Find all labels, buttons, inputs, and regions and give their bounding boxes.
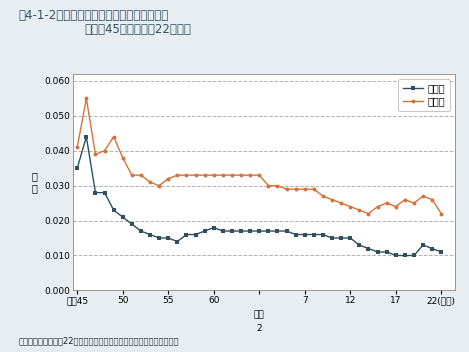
- 一般局: [93, 190, 98, 195]
- 自排局: [384, 201, 389, 205]
- 一般局: [184, 232, 189, 237]
- Text: 資料：環境省「平成22年度大気汚染状況について（報道発表資料）」: 資料：環境省「平成22年度大気汚染状況について（報道発表資料）」: [19, 336, 179, 345]
- 一般局: [220, 229, 226, 233]
- 一般局: [138, 229, 144, 233]
- 一般局: [156, 236, 162, 240]
- 一般局: [75, 166, 80, 170]
- 自排局: [265, 183, 271, 188]
- 自排局: [174, 173, 180, 177]
- 自排局: [247, 173, 253, 177]
- Text: （昭和45年度～平成22年度）: （昭和45年度～平成22年度）: [84, 23, 191, 36]
- 一般局: [102, 190, 107, 195]
- 一般局: [293, 232, 298, 237]
- 一般局: [439, 250, 444, 254]
- 自排局: [348, 205, 353, 209]
- 一般局: [393, 253, 399, 258]
- 自排局: [211, 173, 217, 177]
- 自排局: [393, 205, 399, 209]
- 自排局: [293, 187, 298, 191]
- 一般局: [111, 208, 116, 212]
- 自排局: [93, 152, 98, 156]
- 一般局: [338, 236, 344, 240]
- 自排局: [284, 187, 289, 191]
- 一般局: [265, 229, 271, 233]
- 一般局: [302, 232, 308, 237]
- 一般局: [211, 225, 217, 230]
- 自排局: [238, 173, 244, 177]
- Text: 平成: 平成: [254, 310, 265, 319]
- 一般局: [420, 243, 426, 247]
- 自排局: [257, 173, 262, 177]
- 自排局: [147, 180, 153, 184]
- 一般局: [193, 232, 198, 237]
- 自排局: [220, 173, 226, 177]
- 自排局: [156, 183, 162, 188]
- 一般局: [129, 222, 135, 226]
- 自排局: [202, 173, 207, 177]
- 自排局: [302, 187, 308, 191]
- 一般局: [284, 229, 289, 233]
- 自排局: [366, 212, 371, 216]
- 自排局: [311, 187, 317, 191]
- 自排局: [111, 135, 116, 139]
- 一般局: [166, 236, 171, 240]
- 一般局: [402, 253, 408, 258]
- 自排局: [229, 173, 235, 177]
- 自排局: [429, 197, 435, 202]
- 一般局: [320, 232, 326, 237]
- 自排局: [120, 156, 126, 160]
- 自排局: [138, 173, 144, 177]
- 一般局: [257, 229, 262, 233]
- Text: 2: 2: [257, 324, 262, 333]
- 一般局: [202, 229, 207, 233]
- Line: 自排局: 自排局: [76, 96, 443, 215]
- 自排局: [129, 173, 135, 177]
- 自排局: [420, 194, 426, 198]
- 自排局: [184, 173, 189, 177]
- 一般局: [429, 246, 435, 251]
- 自排局: [329, 197, 335, 202]
- 一般局: [229, 229, 235, 233]
- 一般局: [247, 229, 253, 233]
- 一般局: [311, 232, 317, 237]
- Legend: 一般局, 自排局: 一般局, 自排局: [399, 79, 450, 112]
- 自排局: [75, 145, 80, 149]
- 一般局: [411, 253, 417, 258]
- 一般局: [329, 236, 335, 240]
- 自排局: [411, 201, 417, 205]
- 自排局: [102, 149, 107, 153]
- 一般局: [120, 215, 126, 219]
- 一般局: [356, 243, 362, 247]
- 一般局: [83, 135, 89, 139]
- 一般局: [348, 236, 353, 240]
- 一般局: [366, 246, 371, 251]
- 一般局: [147, 232, 153, 237]
- Text: 図4-1-2　二酸化窒素濃度の年平均値の推移: 図4-1-2 二酸化窒素濃度の年平均値の推移: [19, 9, 169, 22]
- 自排局: [193, 173, 198, 177]
- 自排局: [375, 205, 380, 209]
- 一般局: [375, 250, 380, 254]
- 自排局: [338, 201, 344, 205]
- 自排局: [402, 197, 408, 202]
- 一般局: [275, 229, 280, 233]
- 一般局: [238, 229, 244, 233]
- 自排局: [166, 177, 171, 181]
- Line: 一般局: 一般局: [76, 135, 443, 257]
- 自排局: [83, 96, 89, 100]
- Text: 濃
度: 濃 度: [31, 171, 38, 193]
- 自排局: [275, 183, 280, 188]
- 一般局: [384, 250, 389, 254]
- 自排局: [439, 212, 444, 216]
- 自排局: [356, 208, 362, 212]
- 自排局: [320, 194, 326, 198]
- 一般局: [174, 239, 180, 244]
